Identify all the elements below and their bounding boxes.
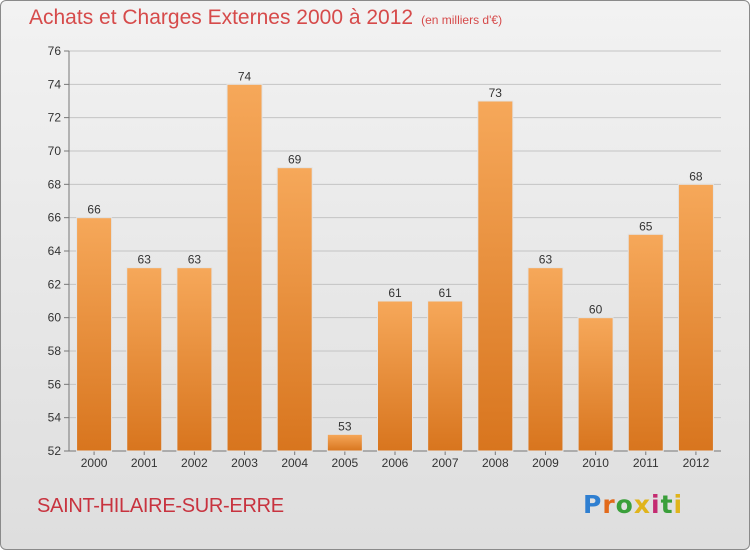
chart-unit-text: (en milliers d'€): [421, 13, 503, 27]
y-tick-label: 56: [48, 377, 62, 391]
proxiti-logo: Proxiti: [583, 490, 684, 519]
y-tick-label: 58: [48, 344, 62, 358]
bar-2006: [377, 300, 413, 452]
y-tick-label: 64: [48, 244, 62, 258]
bar-2008: [477, 100, 514, 452]
data-label-2001: 63: [138, 253, 152, 267]
x-tick-label-2002: 2002: [181, 456, 208, 470]
data-label-2010: 60: [589, 303, 603, 317]
y-tick-label: 52: [48, 444, 62, 458]
chart-title: Achats et Charges Externes 2000 à 2012 (e…: [29, 6, 502, 30]
commune-name: SAINT-HILAIRE-SUR-ERRE: [37, 495, 284, 517]
bar-2002: [176, 267, 213, 452]
x-tick-label-2000: 2000: [81, 456, 108, 470]
data-label-2008: 73: [489, 86, 503, 100]
data-label-2009: 63: [539, 253, 553, 267]
y-tick-label: 66: [48, 211, 62, 225]
data-label-2004: 69: [288, 153, 302, 167]
bar-2003: [226, 83, 263, 452]
bar-2011: [627, 233, 664, 452]
bar-2010: [577, 317, 614, 452]
y-tick-label: 76: [48, 44, 62, 58]
bar-2004: [276, 167, 313, 452]
x-tick-label-2005: 2005: [331, 456, 358, 470]
bar-2009: [527, 267, 564, 452]
y-tick-label: 60: [48, 311, 62, 325]
y-tick-label: 54: [48, 411, 62, 425]
y-tick-label: 74: [48, 77, 62, 91]
data-label-2000: 66: [87, 203, 101, 217]
x-tick-label-2001: 2001: [131, 456, 158, 470]
data-label-2007: 61: [438, 286, 452, 300]
bar-2005: [326, 433, 363, 452]
bar-2012: [677, 183, 714, 452]
bar-2007: [427, 300, 464, 452]
data-label-2003: 74: [238, 69, 252, 83]
bars: [76, 83, 714, 452]
x-tick-label-2003: 2003: [231, 456, 258, 470]
x-tick-label-2007: 2007: [432, 456, 459, 470]
x-tick-label-2010: 2010: [582, 456, 609, 470]
x-tick-label-2012: 2012: [683, 456, 710, 470]
bar-2001: [126, 267, 163, 452]
x-tick-label-2011: 2011: [633, 456, 659, 470]
x-tick-label-2008: 2008: [482, 456, 509, 470]
labels: 52 54 56 58 60 62 64 66 68 70 72 74 76 66 2000 63 2001 63…: [48, 44, 710, 470]
x-tick-label-2009: 2009: [532, 456, 559, 470]
x-tick-label-2006: 2006: [382, 456, 409, 470]
data-label-2002: 63: [188, 253, 202, 267]
data-label-2011: 65: [639, 219, 653, 233]
y-tick-label: 72: [48, 111, 62, 125]
data-label-2005: 53: [338, 419, 352, 433]
chart-title-text: Achats et Charges Externes 2000 à 2012: [29, 6, 414, 29]
bar-2000: [76, 217, 113, 452]
data-label-2012: 68: [689, 169, 703, 183]
x-tick-label-2004: 2004: [281, 456, 308, 470]
y-tick-label: 68: [48, 177, 62, 191]
y-tick-label: 62: [48, 277, 62, 291]
data-label-2006: 61: [388, 286, 402, 300]
y-tick-label: 70: [48, 144, 62, 158]
